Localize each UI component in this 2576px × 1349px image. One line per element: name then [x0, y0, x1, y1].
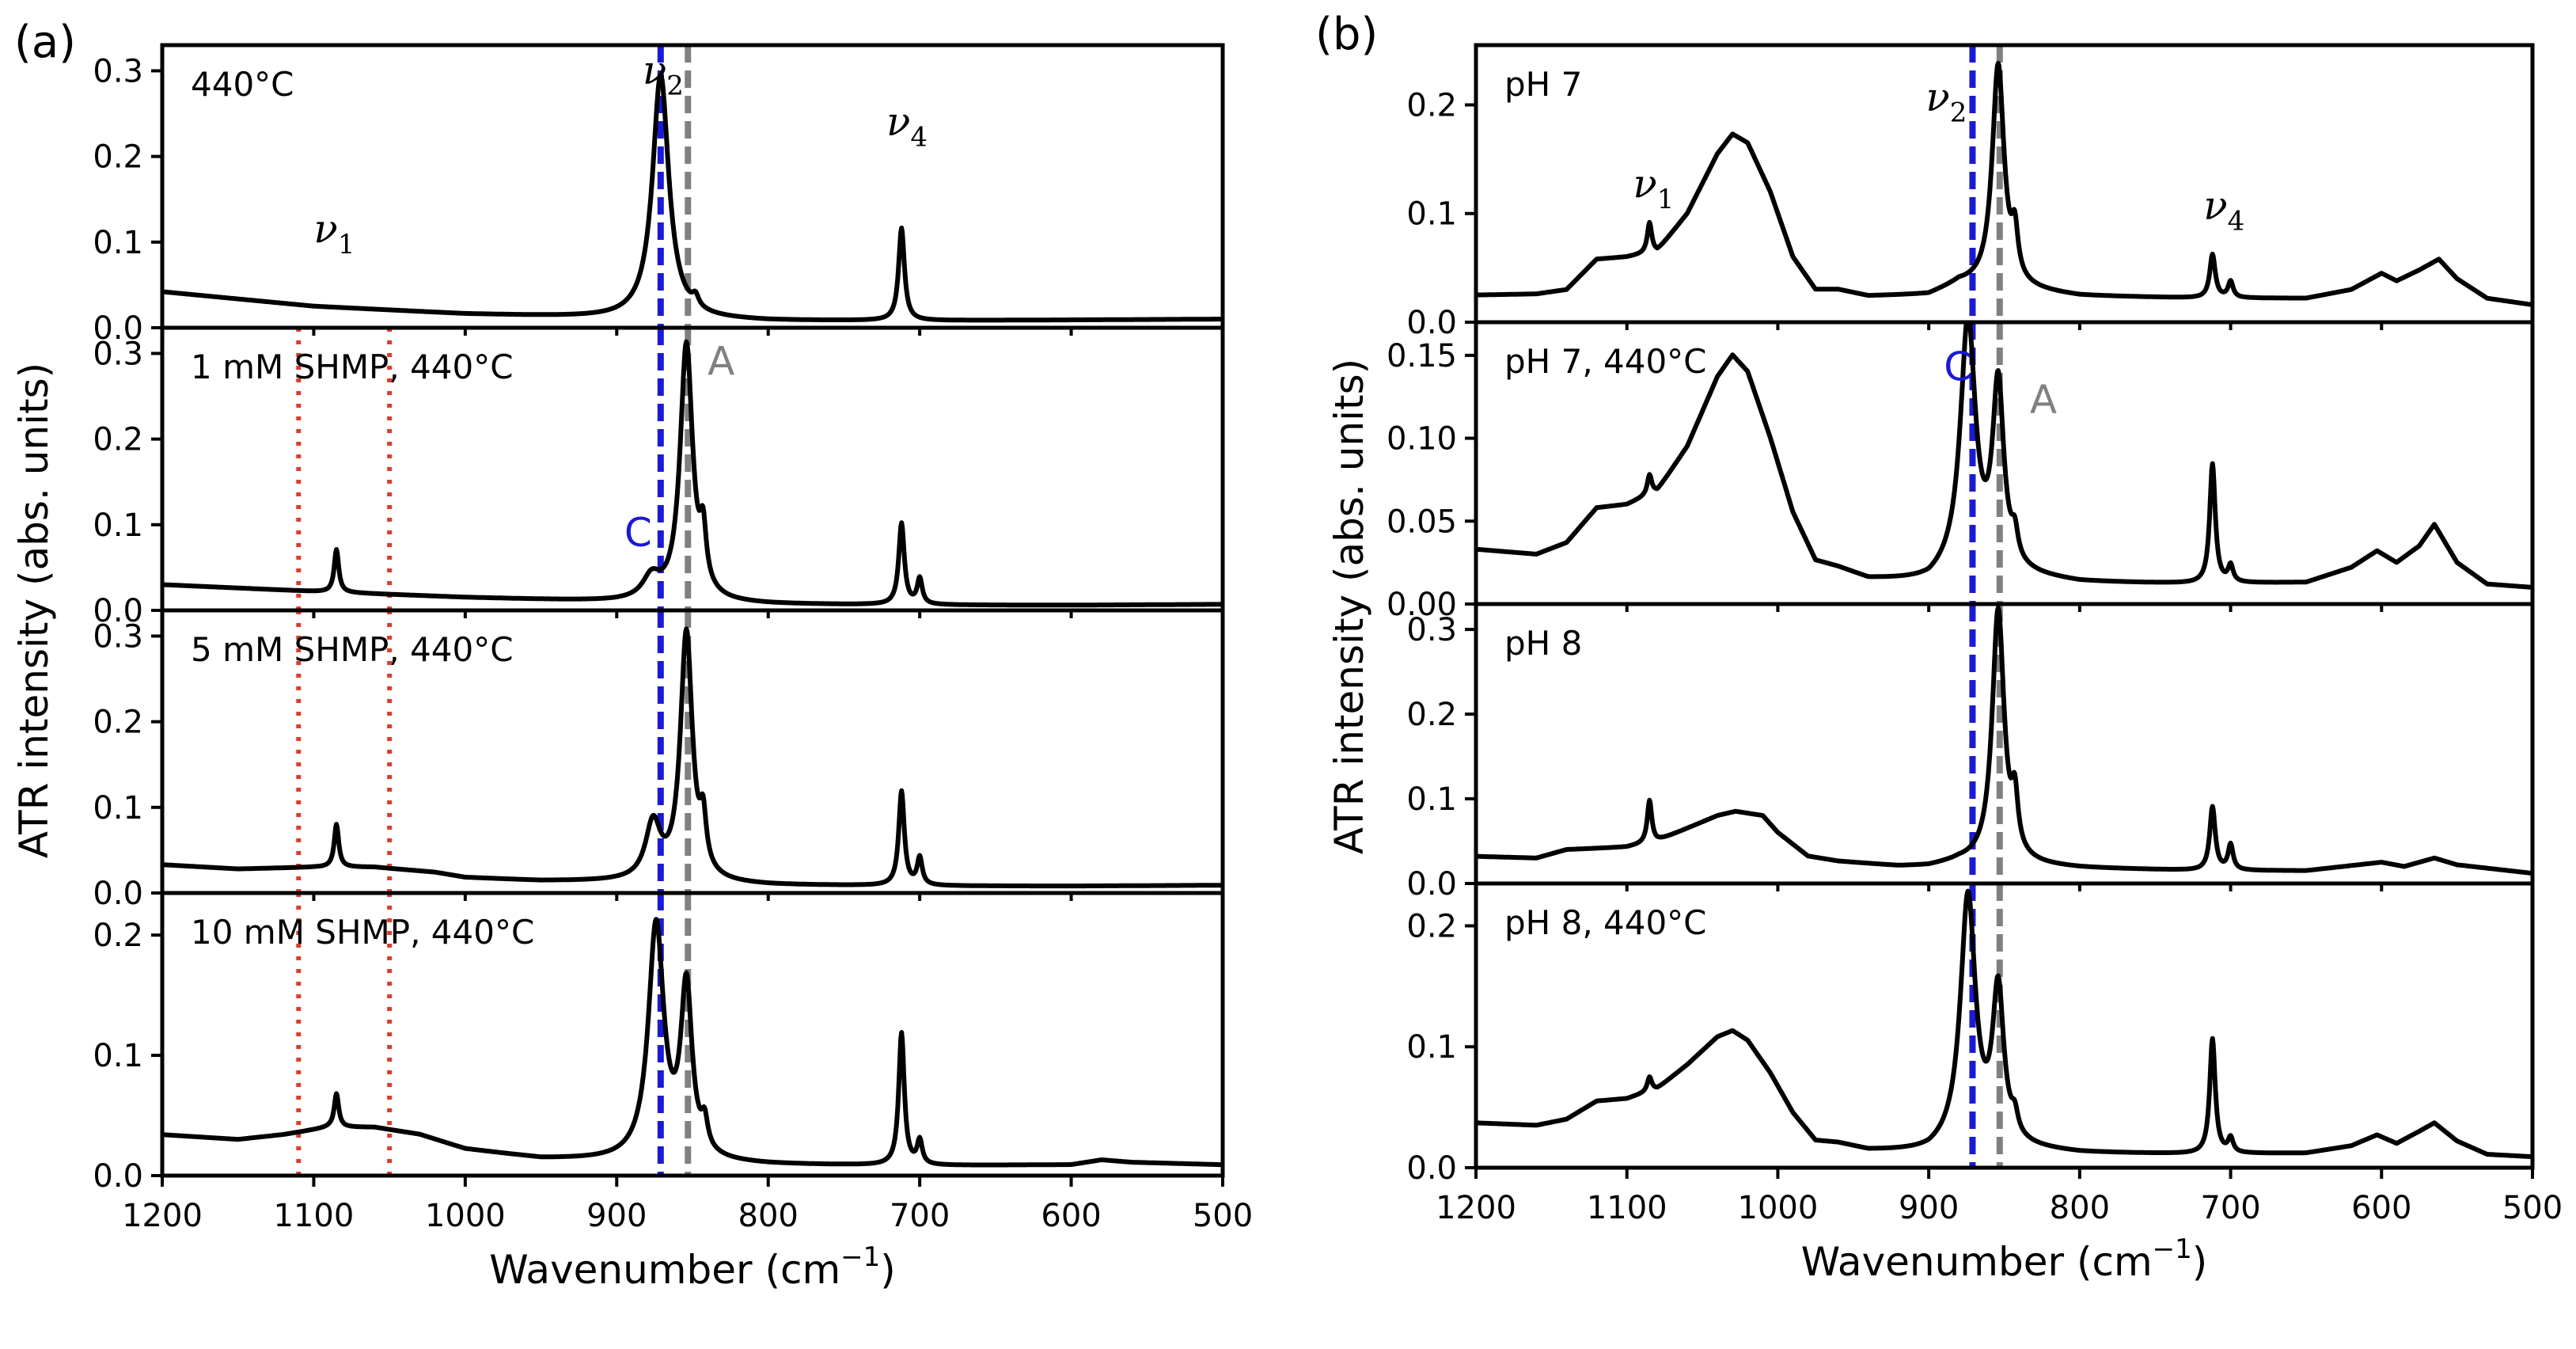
- spectrum-line: [162, 72, 1223, 323]
- y-tick-label: 0.1: [1406, 1029, 1457, 1066]
- subplot-label: 5 mM SHMP, 440°C: [191, 630, 514, 669]
- y-tick-label: 0.0: [93, 876, 143, 912]
- panel-a-letter: (a): [14, 17, 76, 68]
- marker-label: C: [1944, 344, 1971, 390]
- marker-label: A: [2030, 377, 2057, 423]
- spectrum-line: [1476, 605, 2532, 876]
- x-tick-label: 600: [2351, 1190, 2411, 1226]
- y-tick-label: 0.1: [93, 1038, 143, 1074]
- x-tick-label: 1200: [122, 1198, 203, 1234]
- y-tick-label: 0.2: [1406, 87, 1457, 124]
- x-tick-label: 700: [890, 1198, 950, 1234]
- y-tick-label: 0.0: [1406, 305, 1457, 341]
- subplot-1: 0.0 0.1 0.2 pH 7 ν2 ν1 ν4: [1406, 43, 2535, 341]
- subplot-label: pH 7, 440°C: [1504, 342, 1707, 381]
- x-tick-label: 800: [738, 1198, 799, 1234]
- y-tick-label: 0.05: [1387, 504, 1457, 540]
- peak-label: ν2: [643, 48, 684, 102]
- x-axis-title: Wavenumber (cm−1): [489, 1241, 896, 1293]
- spectrum-line: [162, 917, 1223, 1168]
- subplot-3: 0.0 0.1 0.2 0.3 5 mM SHMP, 440°C: [93, 608, 1225, 912]
- x-tick-label: 1000: [1738, 1190, 1819, 1226]
- y-tick-label: 0.2: [93, 139, 143, 176]
- y-axis-title: ATR intensity (abs. units): [11, 363, 57, 858]
- x-tick-label: 1100: [1587, 1190, 1667, 1226]
- subplot-1: 0.0 0.1 0.2 0.3 440°C ν2 ν4 ν1: [93, 43, 1225, 347]
- y-tick-label: 0.0: [93, 1158, 143, 1195]
- x-tick-label: 800: [2050, 1190, 2110, 1226]
- subplot-label: pH 8: [1504, 624, 1582, 663]
- x-tick-label: 500: [1193, 1198, 1253, 1234]
- subplot-2: 0.00 0.05 0.10 0.15 pH 7, 440°C C A: [1387, 320, 2535, 623]
- x-tick-label: 500: [2502, 1190, 2563, 1226]
- y-tick-label: 0.0: [93, 593, 143, 629]
- spectrum-line: [1476, 60, 2532, 307]
- x-tick-label: 900: [1899, 1190, 1959, 1226]
- x-tick-label: 600: [1041, 1198, 1101, 1234]
- y-tick-label: 0.2: [1406, 908, 1457, 944]
- peak-label: ν2: [1925, 74, 1967, 128]
- y-tick-label: 0.15: [1387, 338, 1457, 374]
- marker-label: C: [624, 510, 652, 556]
- y-tick-label: 0.3: [93, 53, 143, 89]
- y-tick-label: 0.00: [1387, 587, 1457, 623]
- subplot-frame: [1474, 881, 2535, 1170]
- panel-a-chart: 0.0 0.1 0.2 0.3 440°C ν2 ν4 ν1 0.0 0.1 0.2 0.3 1 mM …: [11, 43, 1253, 1293]
- y-tick-label: 0.0: [1406, 1150, 1457, 1187]
- peak-label: ν4: [2203, 183, 2244, 238]
- y-tick-label: 0.2: [93, 422, 143, 458]
- subplot-label: pH 8, 440°C: [1504, 903, 1707, 942]
- y-tick-label: 0.3: [93, 336, 143, 372]
- y-tick-label: 0.0: [1406, 866, 1457, 902]
- subplot-3: 0.0 0.1 0.2 0.3 pH 8: [1406, 602, 2535, 902]
- y-tick-label: 0.1: [1406, 781, 1457, 818]
- y-tick-label: 0.10: [1387, 421, 1457, 458]
- peak-label: ν1: [1633, 161, 1674, 215]
- x-axis-title: Wavenumber (cm−1): [1801, 1233, 2208, 1285]
- peak-label: ν1: [313, 206, 355, 260]
- y-tick-label: 0.1: [93, 225, 143, 261]
- y-tick-label: 0.1: [93, 790, 143, 826]
- y-tick-label: 0.3: [1406, 612, 1457, 648]
- subplot-2: 0.0 0.1 0.2 0.3 1 mM SHMP, 440°C A C: [93, 325, 1225, 629]
- marker-label: A: [708, 339, 734, 385]
- panel-b-letter: (b): [1315, 9, 1378, 60]
- subplot-label: pH 7: [1504, 65, 1582, 104]
- x-tick-label: 900: [586, 1198, 647, 1234]
- x-tick-label: 1200: [1436, 1190, 1516, 1226]
- subplot-4: 0.0 0.1 0.2 pH 8, 440°C: [1406, 881, 2535, 1187]
- spectrum-line: [1476, 888, 2532, 1160]
- y-tick-label: 0.1: [1406, 196, 1457, 233]
- x-tick-label: 1000: [425, 1198, 506, 1234]
- subplot-frame: [160, 891, 1225, 1178]
- subplot-label: 1 mM SHMP, 440°C: [191, 348, 514, 386]
- y-tick-label: 0.0: [93, 310, 143, 347]
- subplot-label: 440°C: [191, 65, 294, 104]
- x-tick-label: 700: [2200, 1190, 2260, 1226]
- panel-b-chart: 0.0 0.1 0.2 pH 7 ν2 ν1 ν4 0.00 0.05 0.10 0.15 pH 7,…: [1326, 43, 2563, 1285]
- peak-label: ν4: [886, 99, 928, 154]
- spectrum-line: [162, 626, 1223, 889]
- y-tick-label: 0.2: [1406, 697, 1457, 733]
- y-tick-label: 0.2: [93, 918, 143, 954]
- spectrum-line: [1476, 322, 2532, 590]
- spectrum-line: [162, 339, 1223, 608]
- y-axis-title: ATR intensity (abs. units): [1326, 359, 1372, 854]
- subplot-4: 0.0 0.1 0.2 10 mM SHMP, 440°C: [93, 891, 1225, 1195]
- y-tick-label: 0.3: [93, 618, 143, 655]
- subplot-frame: [160, 43, 1225, 330]
- subplot-label: 10 mM SHMP, 440°C: [191, 913, 534, 952]
- x-tick-label: 1100: [274, 1198, 355, 1234]
- y-tick-label: 0.1: [93, 507, 143, 544]
- y-tick-label: 0.2: [93, 705, 143, 741]
